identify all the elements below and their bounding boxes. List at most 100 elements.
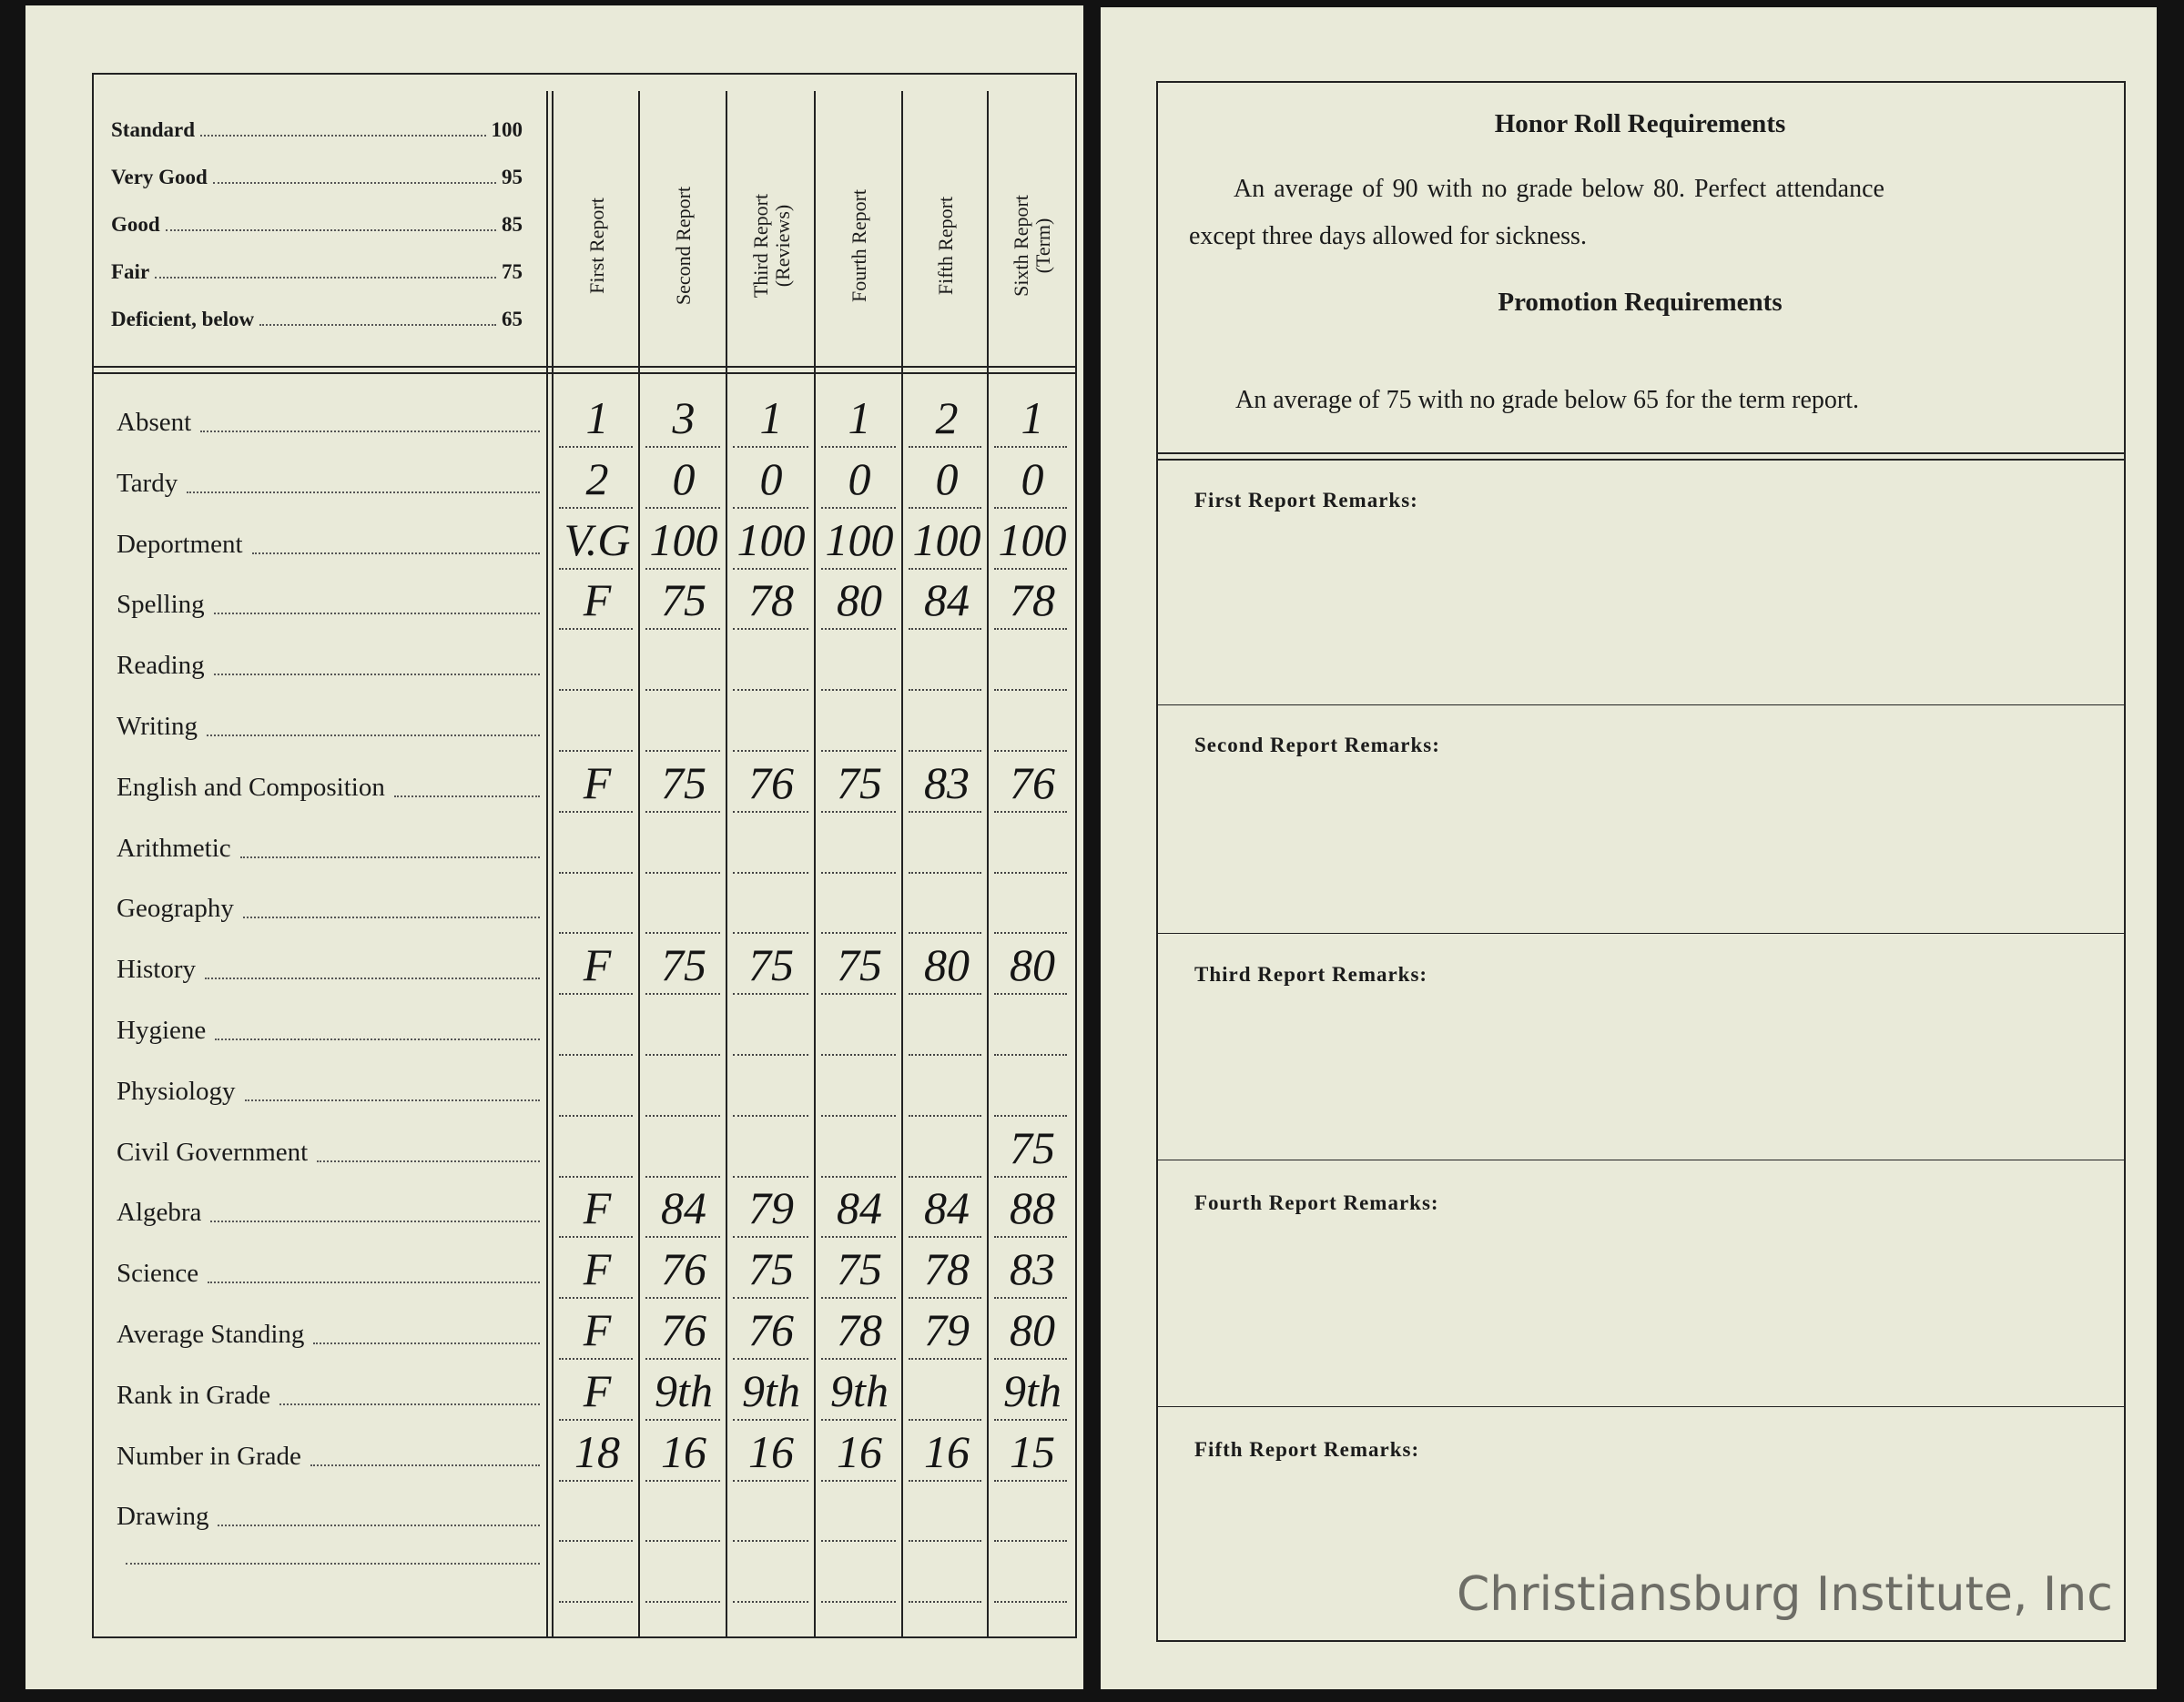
grade-cell: 0 [759, 452, 783, 504]
dotted-line [559, 628, 633, 631]
dotted-line [909, 1175, 981, 1178]
honor-roll-text-line1: An average of 90 with no grade below 80.… [1234, 175, 1884, 203]
column-header-line1: Fifth Report [934, 196, 957, 296]
dotted-line [994, 810, 1067, 813]
grade-cell: 80 [924, 939, 970, 991]
section-divider [1156, 452, 2124, 454]
dotted-line [994, 1175, 1067, 1178]
dotted-line [909, 1540, 981, 1543]
dotted-line [909, 932, 981, 935]
dotted-line [645, 506, 720, 509]
subject-name: Civil Government [117, 1137, 309, 1167]
dot-leader [200, 431, 540, 432]
dotted-line [821, 932, 896, 935]
dotted-line [733, 993, 808, 996]
dotted-line [821, 506, 896, 509]
section-divider [1156, 1406, 2124, 1407]
subject-row-label: Reading [117, 651, 540, 681]
dot-leader [279, 1403, 540, 1405]
column-header-line1: Third Report [748, 193, 772, 299]
dotted-line [821, 1297, 896, 1300]
dotted-line [733, 1601, 808, 1604]
column-header-text: Sixth Report (Term) [1010, 195, 1054, 297]
grade-cell: 9th [1003, 1364, 1062, 1416]
grade-cell: 76 [748, 1304, 794, 1355]
dotted-line [994, 628, 1067, 631]
dot-leader [200, 135, 486, 137]
grade-cell: 75 [661, 939, 706, 991]
dotted-line [559, 1175, 633, 1178]
grade-cell: 76 [661, 1243, 706, 1295]
dotted-line [645, 446, 720, 448]
dot-leader [259, 324, 496, 326]
grade-cell: 78 [1010, 574, 1055, 626]
grade-cell: 75 [661, 756, 706, 808]
dotted-line [559, 689, 633, 692]
grade-cell: 80 [837, 574, 882, 626]
subject-name: English and Composition [117, 772, 385, 802]
dotted-line [994, 446, 1067, 448]
grade-cell: 76 [748, 756, 794, 808]
grade-cell: 16 [748, 1425, 794, 1477]
dotted-line [559, 567, 633, 570]
subject-name: History [117, 955, 196, 985]
subject-row-label: Rank in Grade [117, 1381, 540, 1411]
dotted-line [733, 1054, 808, 1056]
grade-cell: 1 [1021, 392, 1044, 443]
header-divider [92, 372, 1075, 374]
dotted-line [733, 871, 808, 874]
scale-value: 65 [502, 308, 523, 330]
dotted-line [733, 689, 808, 692]
grade-cell: 100 [912, 513, 981, 565]
dot-leader [310, 1464, 540, 1466]
subject-name: Number in Grade [117, 1441, 301, 1471]
dotted-line [733, 1297, 808, 1300]
dotted-line [645, 628, 720, 631]
scale-label: Very Good [111, 166, 208, 188]
grade-cell: 100 [649, 513, 718, 565]
dotted-line [733, 628, 808, 631]
dotted-line [733, 932, 808, 935]
grade-cell: 1 [759, 392, 783, 443]
dot-leader [213, 674, 540, 676]
subject-row-label [117, 1563, 540, 1570]
dotted-line [994, 871, 1067, 874]
dotted-line [994, 993, 1067, 996]
grade-cell: F [583, 1182, 612, 1234]
dot-leader [239, 856, 540, 858]
dotted-line [821, 628, 896, 631]
subject-row-label: Average Standing [117, 1320, 540, 1350]
dotted-line [909, 993, 981, 996]
subject-row-label: English and Composition [117, 773, 540, 803]
grade-cell: 75 [748, 939, 794, 991]
grading-scale-row: Very Good 95 [111, 166, 523, 189]
dotted-line [733, 506, 808, 509]
grade-cell: 2 [585, 452, 609, 504]
grade-cell: F [583, 1364, 612, 1416]
column-header: Sixth Report (Term) [989, 127, 1075, 364]
scale-label: Good [111, 213, 160, 236]
subject-name: Spelling [117, 590, 205, 620]
dotted-line [733, 1236, 808, 1239]
dotted-line [559, 1054, 633, 1056]
dotted-line [645, 871, 720, 874]
grading-scale-row: Standard 100 [111, 118, 523, 142]
grade-cell: F [583, 1243, 612, 1295]
dotted-line [559, 993, 633, 996]
dot-leader [244, 1099, 540, 1101]
grade-cell: 0 [848, 452, 871, 504]
dotted-line [994, 1297, 1067, 1300]
subject-name: Hygiene [117, 1016, 207, 1045]
column-header-line1: Second Report [672, 186, 695, 306]
subject-row-label: Algebra [117, 1198, 540, 1228]
dotted-line [821, 1358, 896, 1360]
grade-cell: 79 [924, 1304, 970, 1355]
dotted-line [645, 750, 720, 752]
dotted-line [645, 932, 720, 935]
grade-cell: 80 [1010, 1304, 1055, 1355]
grade-cell: 1 [585, 392, 609, 443]
grade-cell: 9th [742, 1364, 800, 1416]
grading-scale-row: Fair 75 [111, 260, 523, 284]
dotted-line [645, 1236, 720, 1239]
subject-row-label: Physiology [117, 1077, 540, 1107]
